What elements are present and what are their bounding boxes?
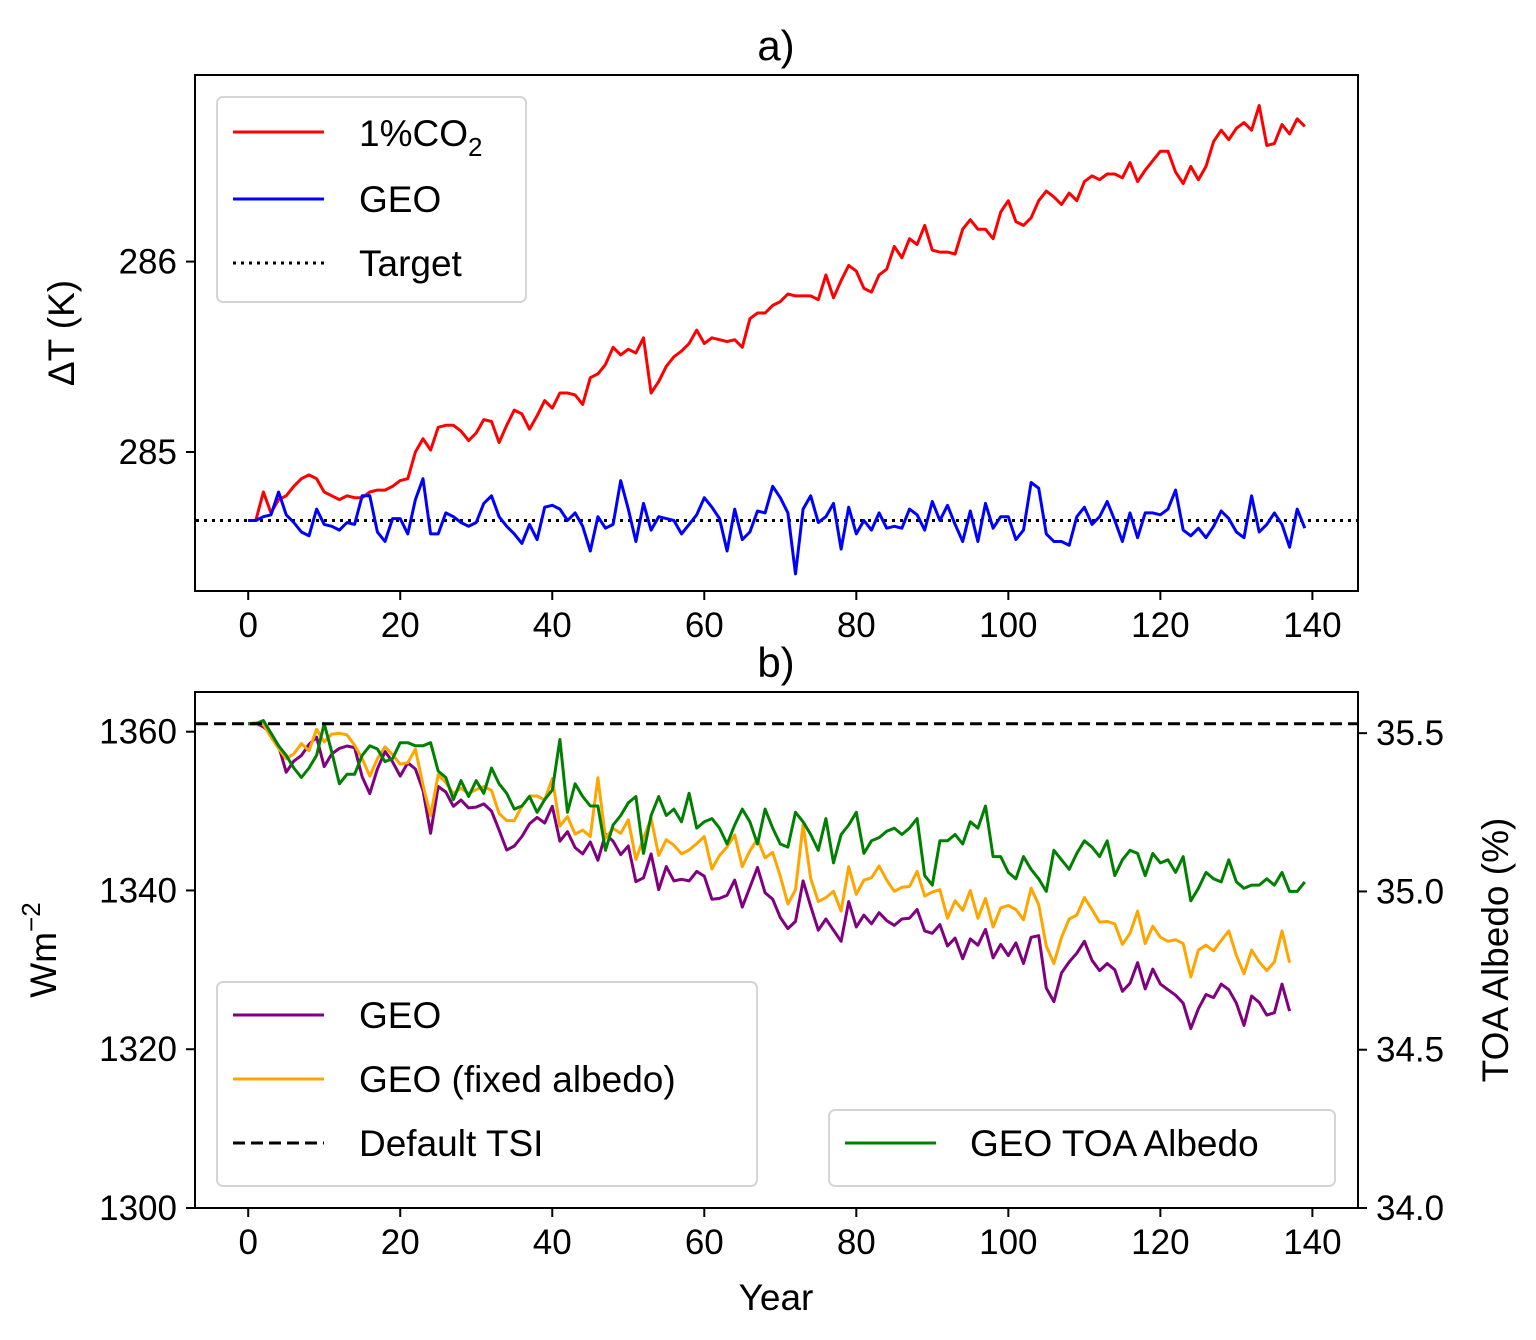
panel-b-legend-secondary: GEO TOA Albedo <box>828 1109 1336 1187</box>
x-tick-label: 120 <box>1131 606 1189 645</box>
legend-label-geo: GEO <box>359 995 441 1036</box>
panel-b-secondary-y-axis: 34.0 34.5 35.0 35.5 <box>1358 714 1444 1228</box>
x-tick-label: 60 <box>685 606 724 645</box>
panel-a-y-axis-label: ΔT (K) <box>41 280 82 386</box>
panel-b-frame <box>194 691 1359 1209</box>
x-tick-label: 120 <box>1131 1223 1189 1262</box>
panel-a-title: a) <box>757 22 794 69</box>
panel-b-x-axis-label: Year <box>739 1277 814 1318</box>
panel-b-legend: GEO GEO (fixed albedo) Default TSI <box>216 981 758 1187</box>
y-tick-label: 285 <box>119 433 177 472</box>
panel-b-title: b) <box>757 639 794 686</box>
panel-a-y-axis: 285 286 <box>119 243 195 472</box>
series-line-1-co <box>248 104 1306 522</box>
y-tick-label: 1340 <box>99 871 177 910</box>
panel-a-x-axis: 0 20 40 60 80 100 120 140 <box>238 591 1342 645</box>
legend-frame <box>828 1109 1336 1187</box>
panel-b: b) 0 20 40 60 80 100 120 140 1300 1320 1340 1360 3… <box>16 639 1516 1318</box>
legend-label-target: Target <box>359 243 463 284</box>
x-tick-label: 0 <box>238 1223 257 1262</box>
y-tick-label: 1360 <box>99 713 177 752</box>
legend-frame <box>216 981 758 1187</box>
series-line-geo <box>248 477 1307 576</box>
legend-label-geo: GEO <box>359 179 441 220</box>
y2-tick-label: 35.5 <box>1376 714 1444 753</box>
series-line-geo-toa-albedo <box>248 719 1306 903</box>
x-tick-label: 0 <box>238 606 257 645</box>
panel-a-series <box>196 104 1357 576</box>
panel-a-legend: 1%CO2 GEO Target <box>216 96 527 303</box>
x-tick-label: 140 <box>1283 606 1341 645</box>
panel-a: a) 0 20 40 60 80 100 120 140 285 286 ΔT (K) 1%CO… <box>41 22 1359 645</box>
x-tick-label: 40 <box>533 1223 572 1262</box>
legend-frame <box>216 96 527 303</box>
legend-label-geo-fixed-albedo: GEO (fixed albedo) <box>359 1059 676 1100</box>
y-tick-label: 1320 <box>99 1030 177 1069</box>
x-tick-label: 40 <box>533 606 572 645</box>
y-tick-label: 286 <box>119 243 177 282</box>
x-tick-label: 60 <box>685 1223 724 1262</box>
series-line-geo-fixed-albedo <box>248 721 1292 979</box>
y2-tick-label: 35.0 <box>1376 872 1444 911</box>
panel-b-y-axis-label: Wm−2 <box>16 902 64 997</box>
series-line-geo <box>248 721 1292 1031</box>
y-tick-label: 1300 <box>99 1189 177 1228</box>
panel-b-secondary-y-axis-label: TOA Albedo (%) <box>1475 818 1516 1083</box>
x-tick-label: 100 <box>979 606 1037 645</box>
x-tick-label: 140 <box>1283 1223 1341 1262</box>
x-tick-label: 100 <box>979 1223 1037 1262</box>
legend-label-co2: 1%CO2 <box>359 113 482 162</box>
panel-a-frame <box>194 74 1359 592</box>
x-tick-label: 80 <box>837 1223 876 1262</box>
legend-label-geo-toa-albedo: GEO TOA Albedo <box>970 1123 1259 1164</box>
x-tick-label: 20 <box>381 606 420 645</box>
y2-tick-label: 34.0 <box>1376 1189 1444 1228</box>
y2-tick-label: 34.5 <box>1376 1031 1444 1070</box>
panel-b-y-axis: 1300 1320 1340 1360 <box>99 713 195 1228</box>
panel-b-series <box>196 719 1357 1031</box>
x-tick-label: 80 <box>837 606 876 645</box>
x-tick-label: 20 <box>381 1223 420 1262</box>
legend-label-default-tsi: Default TSI <box>359 1123 543 1164</box>
panel-b-x-axis: 0 20 40 60 80 100 120 140 <box>238 1208 1342 1262</box>
